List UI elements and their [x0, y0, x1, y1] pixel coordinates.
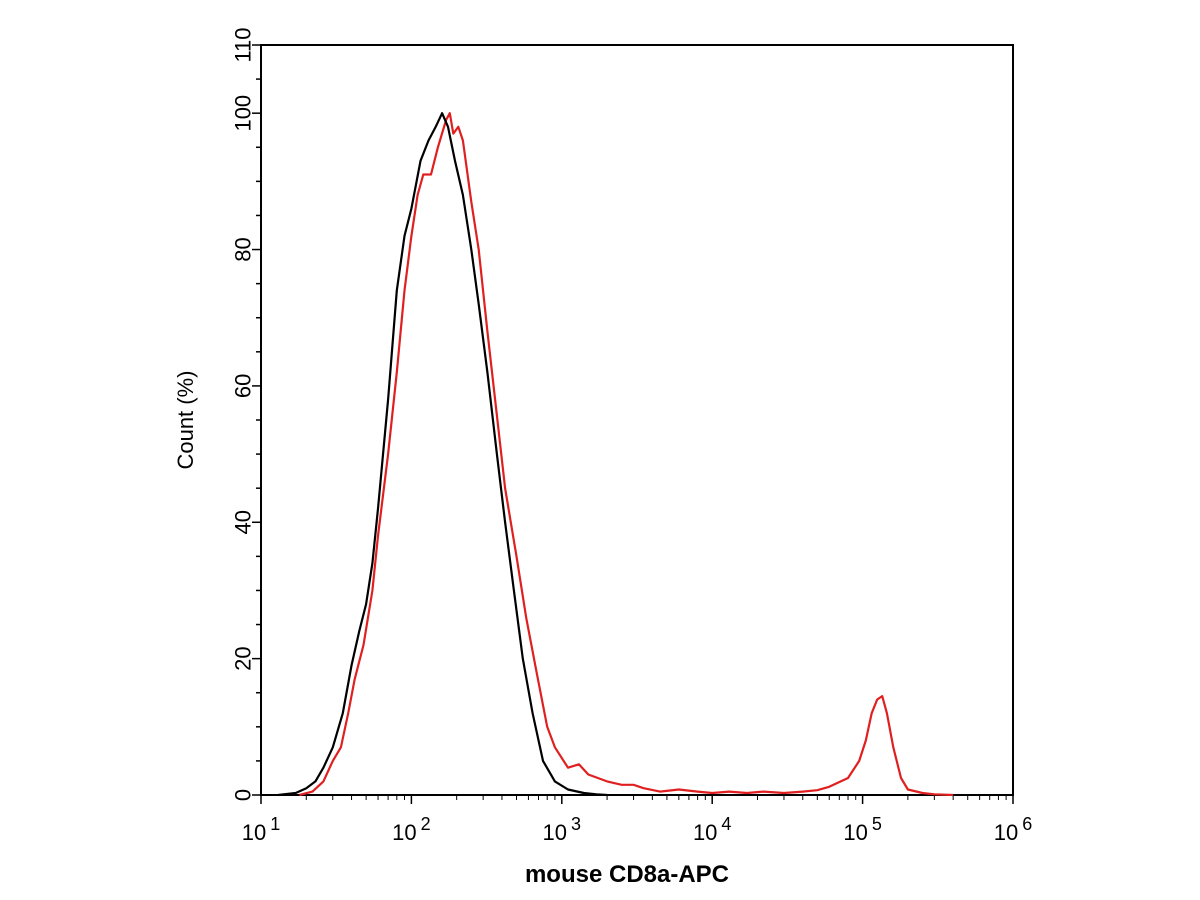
- y-tick-label: 0: [231, 789, 256, 801]
- series-line-control: [277, 112, 608, 797]
- y-tick-label: 100: [231, 95, 256, 132]
- y-tick-label: 60: [231, 374, 256, 398]
- y-tick-label: 40: [231, 510, 256, 534]
- y-tick-label: 80: [231, 237, 256, 261]
- plot-frame: [260, 44, 1014, 796]
- series-line-cd8a-apc: [299, 112, 954, 797]
- x-tick-label: 10 6: [994, 814, 1033, 845]
- y-tick-label: 110: [231, 27, 256, 62]
- y-tick-label: 20: [231, 646, 256, 670]
- y-axis-title: Count (%): [173, 370, 198, 469]
- x-tick-label: 10 2: [392, 814, 431, 845]
- x-tick-label: 10 4: [693, 814, 732, 845]
- x-axis-title: mouse CD8a-APC: [525, 861, 729, 888]
- y-axis: 0 20 40 60 80 100 110: [231, 27, 261, 801]
- series-layer: [277, 112, 954, 797]
- x-tick-label: 10 1: [242, 814, 281, 845]
- x-axis: 10 1 10 2 10 3 10 4 10 5 10 6: [242, 795, 1033, 845]
- x-tick-label: 10 5: [843, 814, 882, 845]
- x-tick-label: 10 3: [543, 814, 582, 845]
